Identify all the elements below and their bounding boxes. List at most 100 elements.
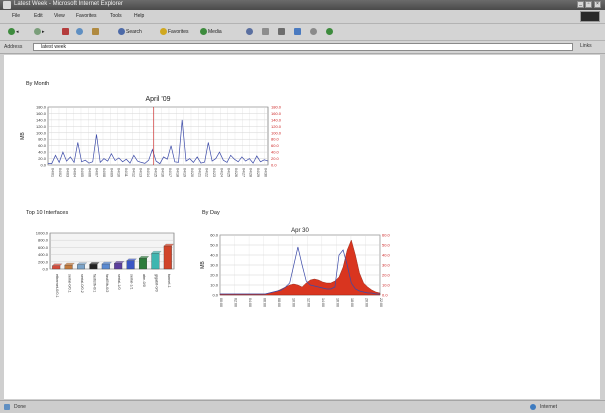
- print-icon: [278, 28, 285, 36]
- maximize-button[interactable]: ▫: [585, 1, 592, 8]
- x-tick-label: 04/30: [263, 168, 267, 177]
- x-tick-label: 02:00: [234, 298, 238, 307]
- x-tick-label: 16:00: [335, 298, 339, 307]
- page-icon: [4, 404, 10, 410]
- y-tick-label: 140.0: [36, 117, 47, 122]
- edit-button[interactable]: [294, 27, 302, 37]
- address-label: Address: [4, 44, 23, 50]
- back-arrow-icon: [8, 28, 15, 36]
- y2-tick-label: 180.0: [271, 105, 282, 110]
- menu-tools[interactable]: Tools: [110, 13, 122, 19]
- series-line: [47, 119, 269, 165]
- x-tick-label: fastEth-0/2: [105, 274, 109, 292]
- bar-top: [76, 262, 88, 265]
- x-tick-label: 04/18: [175, 168, 179, 177]
- y-tick-label: 400.0: [38, 252, 49, 257]
- stop-icon: [62, 28, 69, 36]
- x-tick-label: 04/05: [80, 168, 84, 177]
- x-tick-label: ethernet-0/0.1: [55, 274, 59, 298]
- x-tick-label: 04/10: [117, 168, 121, 177]
- x-tick-label: 04/24: [219, 168, 223, 177]
- refresh-button[interactable]: [76, 27, 84, 37]
- toolbar: ◂ ▸ Search Favorites Media: [0, 24, 605, 41]
- minimize-button[interactable]: _: [577, 1, 584, 8]
- x-tick-label: 06:00: [263, 298, 267, 307]
- y2-tick-label: 0.0: [271, 163, 277, 168]
- y2-tick-label: 30.0: [382, 263, 390, 268]
- zone-text: Internet: [540, 404, 557, 410]
- x-tick-label: 14:00: [321, 298, 325, 307]
- messenger-icon: [326, 28, 333, 36]
- status-text: Done: [14, 404, 26, 410]
- media-button[interactable]: Media: [200, 27, 222, 37]
- back-button[interactable]: ◂: [8, 27, 19, 37]
- status-bar: Done Internet: [0, 400, 605, 413]
- stop-button[interactable]: [62, 27, 70, 37]
- y-tick-label: 40.0: [38, 150, 47, 155]
- y2-tick-label: 80.0: [271, 137, 280, 142]
- y-tick-label: 100.0: [36, 130, 47, 135]
- menu-help[interactable]: Help: [134, 13, 145, 19]
- x-tick-label: 22:00: [379, 298, 383, 307]
- discuss-button[interactable]: [310, 27, 318, 37]
- messenger-button[interactable]: [326, 27, 334, 37]
- x-tick-label: 04/11: [124, 168, 128, 177]
- x-tick-label: 00:00: [219, 298, 223, 307]
- x-tick-label: 04/23: [212, 168, 216, 177]
- bar: [139, 258, 147, 270]
- y-tick-label: 800.0: [38, 238, 49, 243]
- y2-tick-label: 40.0: [382, 253, 390, 258]
- close-button[interactable]: ×: [594, 1, 601, 8]
- x-tick-label: 04/20: [190, 168, 194, 177]
- x-tick-label: 04/03: [65, 168, 69, 177]
- x-tick-label: 08:00: [277, 298, 281, 307]
- y2-tick-label: 120.0: [271, 124, 282, 129]
- bar: [126, 260, 135, 270]
- home-button[interactable]: [92, 27, 100, 37]
- address-input[interactable]: latest week: [33, 43, 573, 51]
- x-tick-label: 04/28: [249, 168, 253, 177]
- search-icon: [118, 28, 125, 36]
- x-tick-label: 20:00: [364, 298, 368, 307]
- bar: [114, 263, 123, 270]
- favorites-button[interactable]: Favorites: [160, 27, 189, 37]
- menu-view[interactable]: View: [54, 13, 65, 19]
- x-tick-label: 10:00: [292, 298, 296, 307]
- history-button[interactable]: [246, 27, 254, 37]
- bar: [151, 253, 160, 270]
- y-axis-label: MB: [200, 261, 206, 269]
- x-tick-label: serial-0/0.2: [80, 274, 84, 293]
- history-icon: [246, 28, 253, 36]
- edit-icon: [294, 28, 301, 36]
- x-tick-label: 04/02: [58, 168, 62, 177]
- bar-top: [138, 256, 150, 259]
- y-tick-label: 0.0: [212, 293, 218, 298]
- search-button[interactable]: Search: [118, 27, 142, 37]
- y-tick-label: 200.0: [38, 259, 49, 264]
- menu-favorites[interactable]: Favorites: [76, 13, 97, 19]
- top-interfaces-heading: Top 10 Interfaces: [26, 210, 69, 216]
- chart-title: Apr 30: [291, 228, 309, 234]
- links-button[interactable]: Links: [580, 43, 592, 49]
- mail-button[interactable]: [262, 27, 270, 37]
- y2-tick-label: 160.0: [271, 111, 282, 116]
- x-tick-label: 12:00: [306, 298, 310, 307]
- y-tick-label: 20.0: [210, 273, 219, 278]
- bar-top: [64, 262, 75, 266]
- favorites-star-icon: [160, 28, 167, 36]
- menu-file[interactable]: File: [12, 13, 21, 19]
- y2-tick-label: 60.0: [382, 233, 390, 238]
- forward-button[interactable]: ▸: [34, 27, 45, 37]
- print-button[interactable]: [278, 27, 286, 37]
- x-tick-label: atm-0/0: [142, 274, 146, 287]
- day-heading: By Day: [202, 210, 220, 216]
- x-tick-label: 04/04: [73, 168, 77, 177]
- title-bar: Latest Week - Microsoft Internet Explore…: [0, 0, 605, 10]
- menu-bar: File Edit View Favorites Tools Help: [0, 10, 605, 24]
- y-tick-label: 40.0: [210, 253, 219, 258]
- y-tick-label: 1000.0: [36, 231, 49, 236]
- x-tick-label: 04/17: [168, 168, 172, 177]
- y-tick-label: 60.0: [210, 233, 219, 238]
- x-tick-label: 04/01: [51, 168, 55, 177]
- menu-edit[interactable]: Edit: [34, 13, 43, 19]
